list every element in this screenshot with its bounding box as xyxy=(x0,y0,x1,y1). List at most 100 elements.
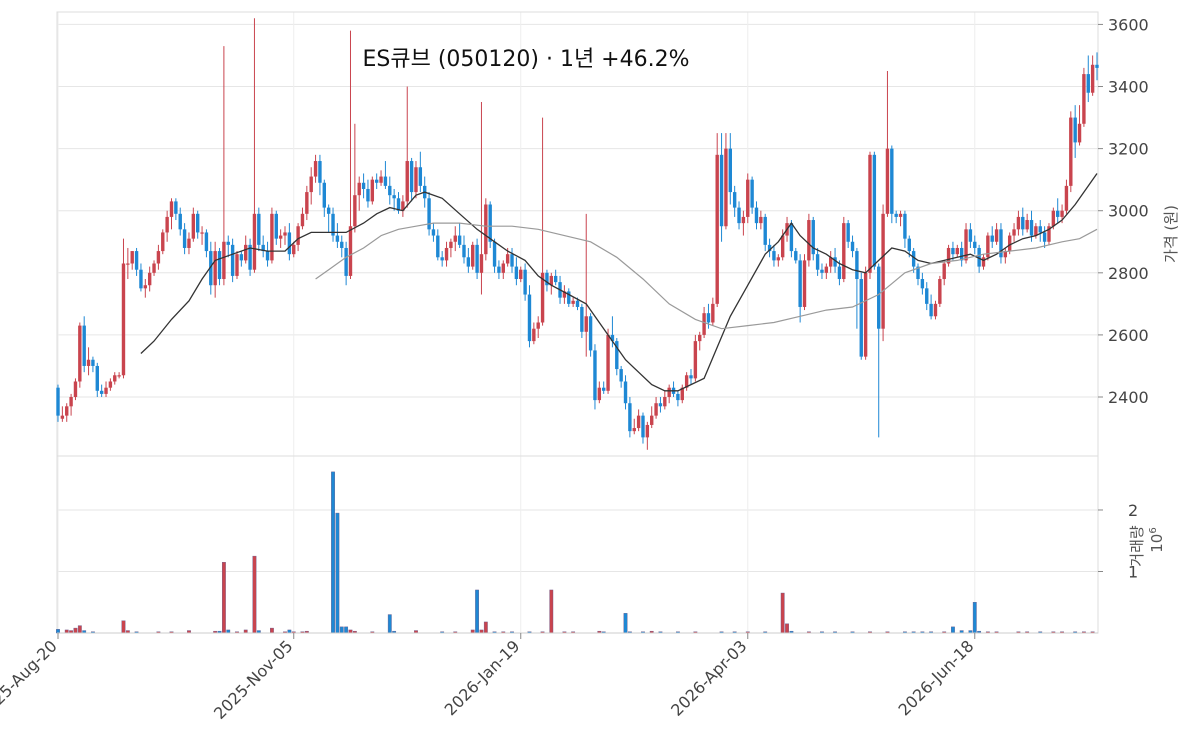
candle-body xyxy=(226,241,230,245)
candle-body xyxy=(680,387,684,401)
candle-body xyxy=(519,269,523,280)
candle-body xyxy=(846,223,850,242)
candle-body xyxy=(505,254,510,264)
candle-body xyxy=(767,244,772,252)
candle-body xyxy=(719,154,724,227)
candle-body xyxy=(1064,185,1069,211)
candle-body xyxy=(567,291,571,304)
candle-body xyxy=(990,235,994,242)
candle-body xyxy=(287,232,292,255)
candle-body xyxy=(292,244,296,255)
candle-body xyxy=(959,247,964,261)
candle-body xyxy=(178,213,182,230)
candle-body xyxy=(209,251,213,286)
candle-body xyxy=(104,387,108,394)
candle-body xyxy=(73,381,78,398)
candle-body xyxy=(1016,216,1021,230)
candle-body xyxy=(492,241,497,267)
candle-body xyxy=(833,257,837,267)
volume-bar xyxy=(549,589,554,634)
candle-body xyxy=(357,182,361,196)
candle-body xyxy=(300,213,305,227)
candle-body xyxy=(191,213,196,239)
candle-body xyxy=(553,275,558,283)
candle-body xyxy=(134,251,139,270)
candle-body xyxy=(933,303,938,317)
candle-body xyxy=(95,365,99,391)
candle-body xyxy=(143,285,148,289)
candle-body xyxy=(1082,74,1086,124)
candle-body xyxy=(1060,210,1064,217)
candle-body xyxy=(619,369,623,382)
volume-bar xyxy=(77,625,82,634)
candle-body xyxy=(641,415,645,438)
candle-body xyxy=(335,235,340,242)
candle-body xyxy=(794,251,798,261)
candle-body xyxy=(549,275,554,286)
candle-body xyxy=(475,244,479,273)
candle-body xyxy=(667,387,671,398)
candle-body xyxy=(540,272,545,323)
candle-body xyxy=(121,263,126,376)
candle-body xyxy=(348,226,353,276)
candle-body xyxy=(484,204,488,255)
candle-body xyxy=(942,263,946,280)
volume-axis-label: 거래량 xyxy=(1128,525,1146,567)
candle-body xyxy=(414,167,418,193)
candle-body xyxy=(693,341,698,379)
candle-body xyxy=(1021,216,1025,230)
candle-body xyxy=(270,213,274,261)
candle-body xyxy=(449,241,453,248)
candle-body xyxy=(645,424,650,438)
candle-body xyxy=(488,204,492,242)
candle-body xyxy=(252,213,257,270)
candle-body xyxy=(396,198,401,211)
candle-body xyxy=(746,179,750,217)
volume-axis-multiplier: 106 xyxy=(1148,527,1166,552)
candle-body xyxy=(278,235,283,239)
candle-body xyxy=(977,247,981,267)
candle-body xyxy=(514,266,519,280)
candle-body xyxy=(436,235,440,258)
candle-body xyxy=(1007,235,1012,252)
candle-body xyxy=(1042,232,1047,242)
candle-body xyxy=(457,235,462,245)
candle-body xyxy=(663,397,667,407)
candle-body xyxy=(147,272,152,286)
candle-body xyxy=(69,397,73,407)
candle-body xyxy=(981,257,986,267)
candle-body xyxy=(261,244,265,252)
candle-body xyxy=(510,254,514,267)
candle-body xyxy=(497,266,501,273)
price-candles xyxy=(56,18,1099,450)
candle-body xyxy=(890,148,894,214)
candle-body xyxy=(1047,226,1051,242)
candle-body xyxy=(379,176,383,183)
volume-bar xyxy=(780,592,785,634)
candle-body xyxy=(728,148,732,193)
candle-body xyxy=(798,260,802,307)
volume-tick-label: 1 xyxy=(1128,562,1138,581)
price-tick-label: 2400 xyxy=(1108,388,1149,407)
candle-body xyxy=(575,300,580,307)
candle-body xyxy=(431,229,436,236)
candle-body xyxy=(903,213,907,239)
volume-bar xyxy=(56,629,60,634)
candle-body xyxy=(56,387,60,416)
candle-body xyxy=(139,269,143,289)
candle-body xyxy=(501,263,505,273)
price-tick-label: 3600 xyxy=(1108,15,1149,34)
candle-body xyxy=(187,238,191,248)
candle-body xyxy=(86,359,91,366)
volume-bar xyxy=(387,614,392,634)
candle-body xyxy=(1003,251,1008,258)
candle-body xyxy=(1051,210,1056,227)
candle-body xyxy=(200,232,204,234)
candle-body xyxy=(222,241,226,280)
candle-body xyxy=(999,229,1003,258)
candle-body xyxy=(597,387,602,401)
candle-body xyxy=(305,192,309,214)
candle-body xyxy=(815,254,820,270)
candle-body xyxy=(113,375,117,382)
